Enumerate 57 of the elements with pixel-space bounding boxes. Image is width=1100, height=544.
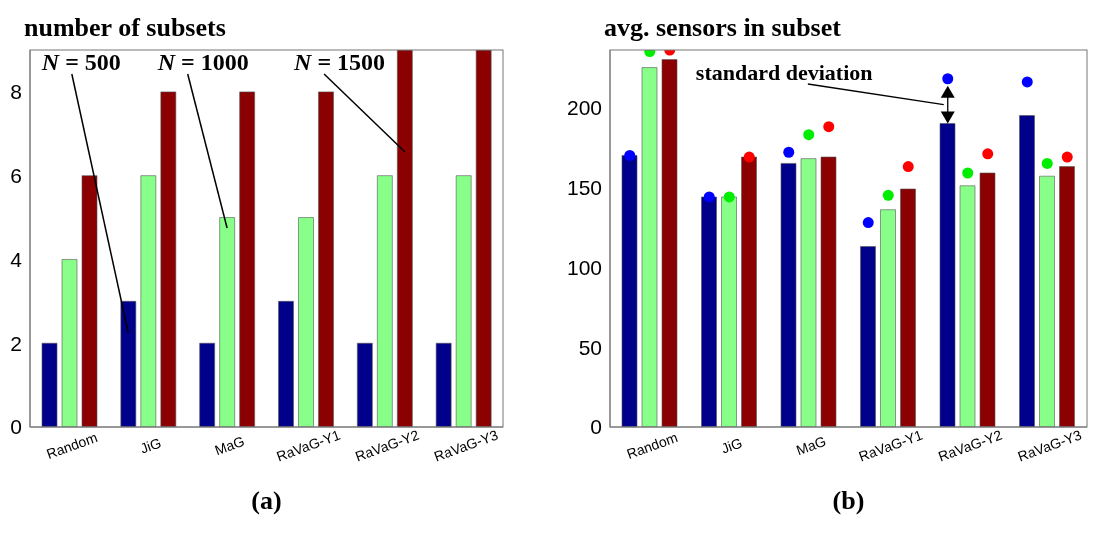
y-tick-label: 6 — [10, 164, 22, 188]
bar — [860, 246, 876, 427]
bar — [298, 217, 314, 427]
text: N = 500 — [40, 49, 121, 75]
x-tick-label: JiG — [138, 434, 164, 457]
bar — [61, 259, 78, 427]
y-tick-label: 50 — [578, 335, 602, 359]
bar — [318, 91, 334, 427]
x-tick-label: MaG — [794, 432, 829, 459]
bar — [455, 175, 472, 427]
text: (b) — [831, 486, 866, 516]
bar — [435, 342, 452, 427]
annotation: standard deviation — [695, 60, 873, 85]
bar — [621, 155, 638, 427]
bar — [219, 217, 235, 427]
bar — [160, 91, 177, 427]
bar — [1039, 175, 1055, 427]
text: (a) — [250, 486, 283, 516]
bar — [780, 163, 797, 427]
bar — [199, 342, 215, 427]
bar — [701, 196, 717, 427]
bar — [900, 188, 916, 427]
chart-title: avg. sensors in subset — [603, 12, 842, 44]
y-tick-label: 200 — [566, 95, 602, 119]
bar — [721, 196, 737, 427]
bar — [120, 301, 137, 427]
bar — [239, 91, 255, 427]
bar — [81, 175, 98, 427]
bar — [377, 175, 393, 427]
y-tick-label: 2 — [10, 331, 22, 355]
bar — [397, 50, 413, 427]
bar — [475, 50, 492, 427]
bar — [959, 185, 976, 427]
y-tick-label: 8 — [10, 80, 22, 104]
y-tick-label: 100 — [566, 255, 602, 279]
y-tick-label: 0 — [590, 415, 602, 439]
bar — [641, 67, 658, 427]
bar — [979, 172, 996, 427]
bar — [820, 156, 837, 427]
x-tick-label: MaG — [212, 432, 247, 459]
y-tick-label: 0 — [10, 415, 22, 439]
bar — [880, 209, 896, 427]
bar — [278, 301, 294, 427]
bar — [41, 342, 58, 427]
x-tick-label: JiG — [719, 434, 745, 457]
bar — [661, 59, 678, 427]
y-tick-label: 150 — [566, 175, 602, 199]
chart-title: number of subsets — [23, 12, 227, 44]
text: N = 1000 — [156, 49, 249, 75]
bar — [800, 158, 817, 427]
bar — [741, 156, 757, 427]
bar — [357, 342, 373, 427]
y-tick-label: 4 — [10, 247, 23, 271]
bar — [1059, 166, 1075, 427]
bar — [1019, 115, 1035, 427]
series-label: N = 1500 — [293, 49, 386, 75]
bar — [140, 175, 157, 427]
